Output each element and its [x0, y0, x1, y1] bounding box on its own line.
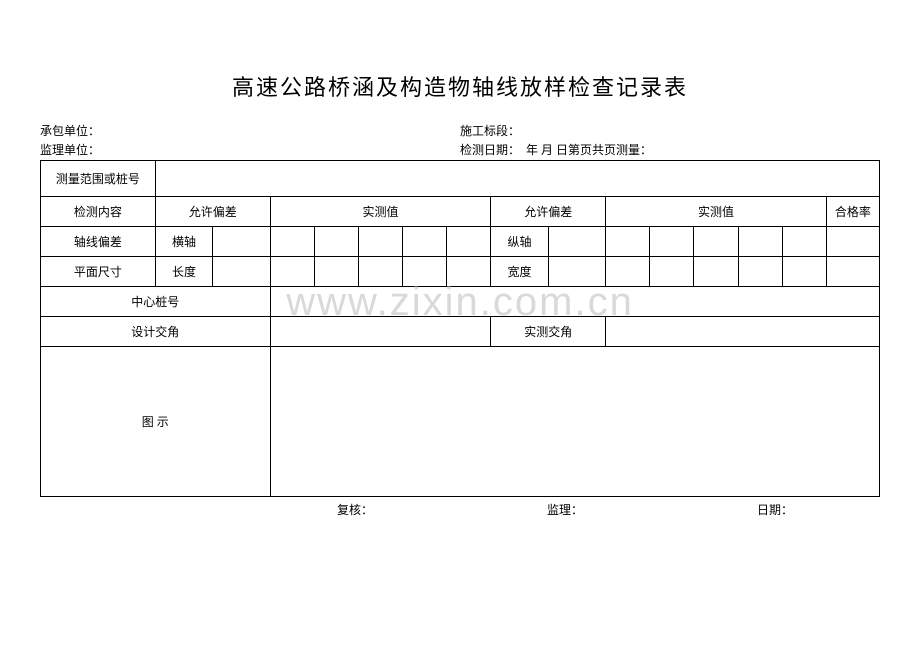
header-row-1: 承包单位： 施工标段： — [40, 122, 880, 139]
table-row: 中心桩号 — [41, 287, 880, 317]
table-row: 图 示 — [41, 347, 880, 497]
cell-empty — [738, 227, 782, 257]
footer-review: 复核： — [250, 501, 460, 518]
cell-empty — [782, 227, 826, 257]
cell-tolerance-1: 允许偏差 — [155, 197, 270, 227]
cell-empty — [826, 257, 879, 287]
cell-width: 宽度 — [491, 257, 548, 287]
section-label: 施工标段： — [460, 122, 880, 139]
cell-measured-angle: 实测交角 — [491, 317, 606, 347]
cell-length: 长度 — [155, 257, 212, 287]
cell-empty — [213, 227, 270, 257]
cell-empty — [694, 257, 738, 287]
cell-axis-dev: 轴线偏差 — [41, 227, 156, 257]
cell-check-content: 检测内容 — [41, 197, 156, 227]
cell-pass-rate: 合格率 — [826, 197, 879, 227]
cell-empty — [606, 227, 650, 257]
footer-row: 复核： 监理： 日期： — [40, 501, 880, 518]
cell-empty — [606, 257, 650, 287]
table-row: 设计交角 实测交角 — [41, 317, 880, 347]
cell-tolerance-2: 允许偏差 — [491, 197, 606, 227]
cell-empty — [270, 257, 314, 287]
page-title: 高速公路桥涵及构造物轴线放样检查记录表 — [40, 70, 880, 102]
cell-range-label: 测量范围或桩号 — [41, 161, 156, 197]
supervisor-label: 监理单位： — [40, 141, 460, 158]
cell-empty — [270, 287, 879, 317]
cell-empty — [826, 227, 879, 257]
cell-empty — [548, 227, 605, 257]
cell-empty — [270, 227, 314, 257]
cell-design-angle: 设计交角 — [41, 317, 271, 347]
cell-empty — [650, 257, 694, 287]
cell-h-axis: 横轴 — [155, 227, 212, 257]
footer-supervise: 监理： — [460, 501, 670, 518]
cell-measured-2: 实测值 — [606, 197, 827, 227]
main-table: 测量范围或桩号 检测内容 允许偏差 实测值 允许偏差 实测值 合格率 轴线偏差 … — [40, 160, 880, 497]
header-row-2: 监理单位： 检测日期： 年 月 日第页共页测量： — [40, 141, 880, 158]
cell-empty — [314, 257, 358, 287]
cell-diagram: 图 示 — [41, 347, 271, 497]
cell-plane-size: 平面尺寸 — [41, 257, 156, 287]
footer-date: 日期： — [670, 501, 880, 518]
cell-v-axis: 纵轴 — [491, 227, 548, 257]
cell-empty — [548, 257, 605, 287]
cell-empty — [403, 257, 447, 287]
cell-empty — [782, 257, 826, 287]
cell-empty — [358, 257, 402, 287]
cell-empty — [403, 227, 447, 257]
table-row: 测量范围或桩号 — [41, 161, 880, 197]
cell-empty — [314, 227, 358, 257]
footer-empty — [40, 501, 250, 518]
table-row: 平面尺寸 长度 宽度 — [41, 257, 880, 287]
cell-empty — [213, 257, 270, 287]
table-row: 轴线偏差 横轴 纵轴 — [41, 227, 880, 257]
cell-empty — [155, 161, 879, 197]
cell-empty — [650, 227, 694, 257]
cell-empty — [270, 317, 491, 347]
cell-empty — [447, 257, 491, 287]
cell-empty — [358, 227, 402, 257]
cell-measured-1: 实测值 — [270, 197, 491, 227]
cell-center-stake: 中心桩号 — [41, 287, 271, 317]
cell-empty — [270, 347, 879, 497]
date-label: 检测日期： 年 月 日第页共页测量： — [460, 141, 880, 158]
table-row: 检测内容 允许偏差 实测值 允许偏差 实测值 合格率 — [41, 197, 880, 227]
contractor-label: 承包单位： — [40, 122, 460, 139]
cell-empty — [606, 317, 880, 347]
cell-empty — [694, 227, 738, 257]
cell-empty — [738, 257, 782, 287]
cell-empty — [447, 227, 491, 257]
